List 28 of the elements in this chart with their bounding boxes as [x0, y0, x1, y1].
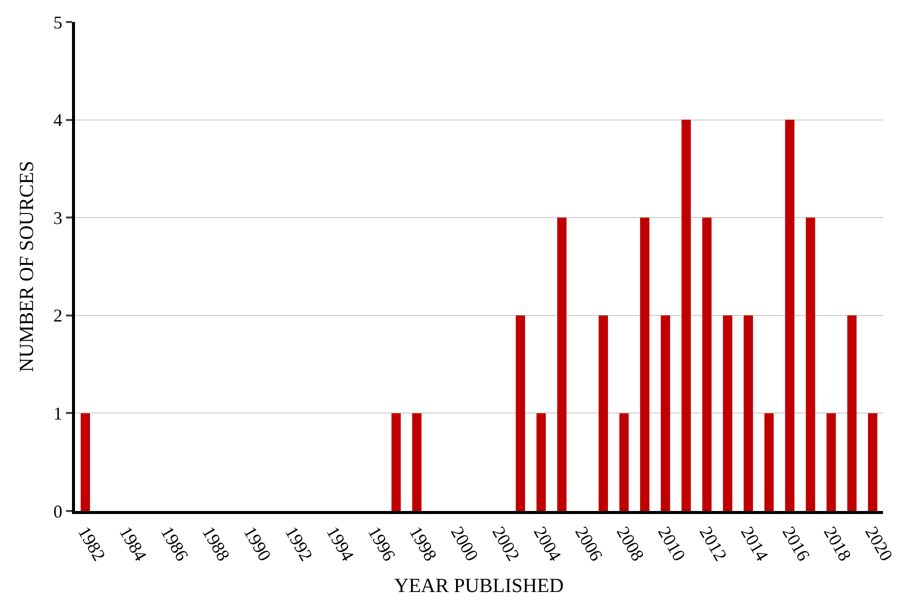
y-tick-label: 0 — [53, 501, 62, 522]
bar — [391, 413, 401, 511]
y-tick-label: 2 — [53, 306, 62, 326]
bar — [557, 218, 567, 511]
y-tick-label: 5 — [53, 12, 62, 32]
bar — [826, 413, 836, 511]
bar — [702, 218, 712, 511]
bar — [536, 413, 546, 511]
bar — [660, 315, 670, 511]
y-axis-title: NUMBER OF SOURCES — [16, 160, 38, 372]
y-tick-label: 1 — [53, 404, 62, 424]
y-tick-label: 3 — [53, 208, 62, 228]
bar — [80, 413, 90, 511]
x-axis-title: YEAR PUBLISHED — [394, 574, 564, 597]
bar — [412, 413, 422, 511]
bar — [598, 315, 608, 511]
bar — [722, 315, 732, 511]
bar — [744, 315, 753, 511]
y-tick-label: 4 — [53, 110, 62, 130]
bar — [516, 315, 526, 511]
bar — [868, 413, 878, 511]
bar — [682, 120, 691, 511]
bar — [640, 218, 650, 511]
bar — [806, 218, 816, 511]
bar — [619, 413, 629, 511]
bar — [764, 413, 774, 511]
bar — [847, 315, 857, 511]
bar — [785, 120, 794, 511]
